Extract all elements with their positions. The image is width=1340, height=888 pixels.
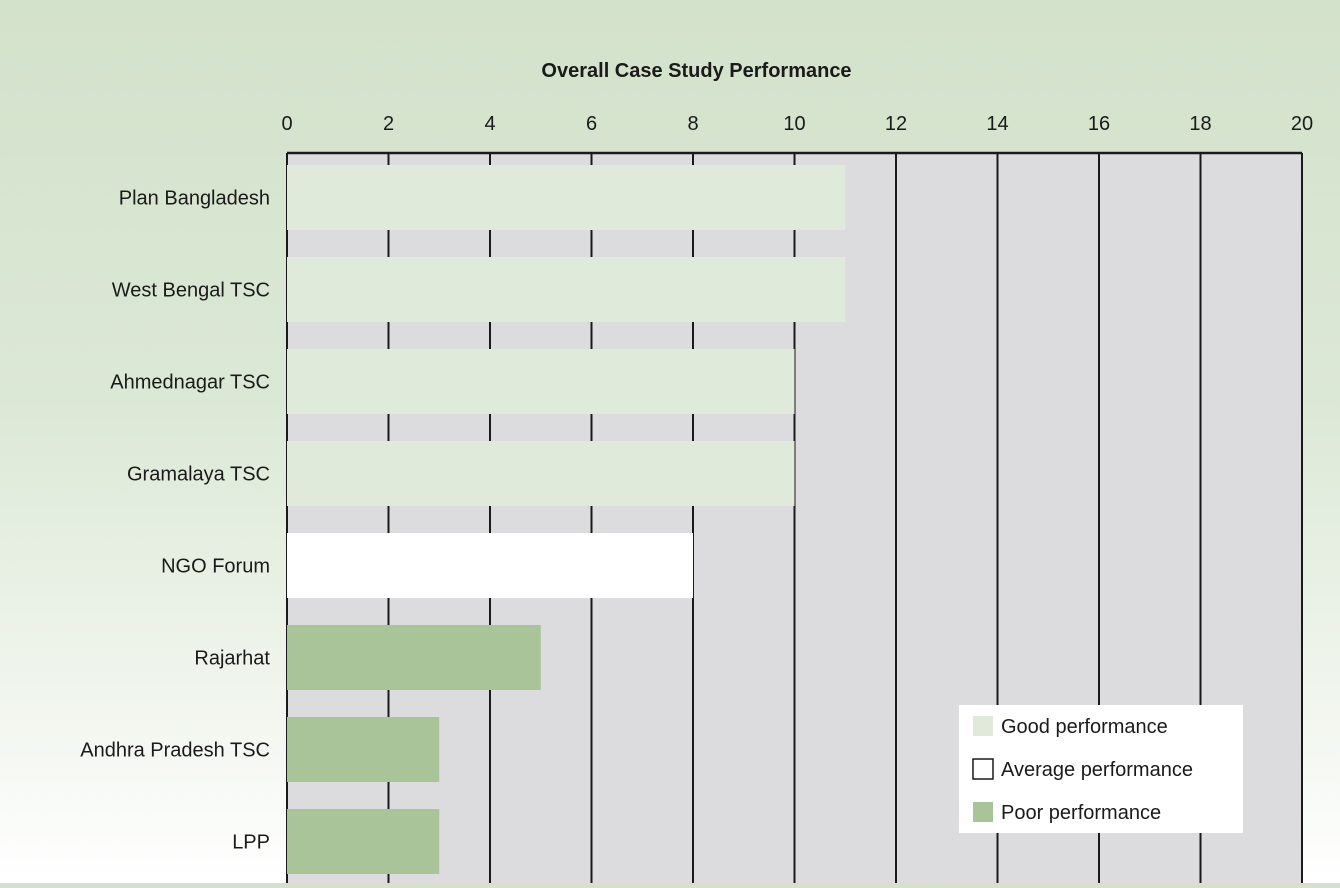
x-tick-label: 0 [281, 113, 292, 135]
bar [287, 441, 795, 506]
category-label: NGO Forum [161, 556, 270, 578]
bar [287, 717, 440, 782]
x-tick-label: 2 [383, 113, 394, 135]
legend-swatch [973, 716, 993, 736]
chart-title: Overall Case Study Performance [541, 60, 851, 82]
category-label: West Bengal TSC [112, 280, 270, 302]
category-label: Gramalaya TSC [127, 464, 270, 486]
category-labels: Plan Bangladesh West Bengal TSC Ahmednagar… [80, 188, 270, 854]
legend-label: Poor performance [1001, 802, 1161, 824]
bars [287, 165, 846, 874]
x-tick-label: 16 [1088, 113, 1110, 135]
category-label: Rajarhat [194, 648, 270, 670]
x-tick-label: 12 [885, 113, 907, 135]
bar [287, 533, 693, 598]
legend-box [959, 705, 1243, 833]
category-label: Andhra Pradesh TSC [80, 740, 270, 762]
category-label: Ahmednagar TSC [110, 372, 270, 394]
legend-label: Good performance [1001, 716, 1168, 738]
x-tick-label: 20 [1291, 113, 1313, 135]
legend: Good performance Average performance Poor … [959, 705, 1243, 833]
x-tick-label: 10 [783, 113, 805, 135]
bar [287, 165, 846, 230]
bar [287, 809, 440, 874]
category-label: LPP [232, 832, 270, 854]
legend-label: Average performance [1001, 759, 1193, 781]
category-label: Plan Bangladesh [119, 188, 270, 210]
x-axis-ticks: 0 2 4 6 8 10 12 14 16 18 20 [281, 113, 1313, 135]
bar [287, 349, 795, 414]
legend-swatch [973, 802, 993, 822]
legend-swatch [972, 758, 994, 780]
bar [287, 257, 846, 322]
x-tick-label: 6 [586, 113, 597, 135]
x-tick-label: 8 [687, 113, 698, 135]
x-tick-label: 14 [986, 113, 1008, 135]
x-tick-label: 4 [484, 113, 495, 135]
x-tick-label: 18 [1189, 113, 1211, 135]
bar [287, 625, 541, 690]
